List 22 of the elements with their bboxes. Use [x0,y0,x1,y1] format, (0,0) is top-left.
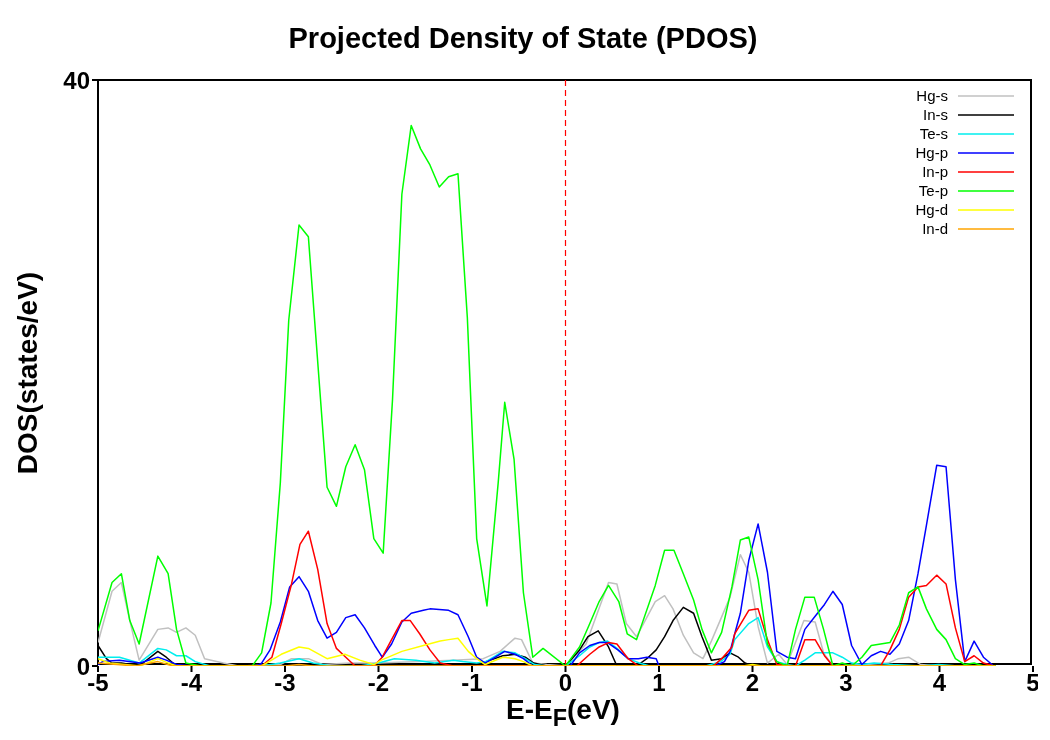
x-tick-label: 1 [652,669,666,697]
legend-label: Hg-d [915,201,948,218]
y-tick-label: 40 [63,66,90,94]
x-tick-label: -1 [461,669,483,697]
x-tick-label: -4 [180,669,203,697]
x-axis-title: E-E$_{F}$(eV) [506,694,620,731]
legend-label: In-s [922,106,948,123]
x-tick-label: 3 [839,669,853,697]
legend-label: Te-s [919,125,948,142]
chart-title: Projected Density of State (PDOS) [287,21,759,56]
legend-label: In-p [922,163,948,180]
legend-label: Hg-s [916,87,948,104]
x-tick-label: 4 [932,669,947,697]
x-tick-label: 2 [745,669,760,697]
y-axis-title: DOS(states/eV) [12,271,44,475]
legend-label: In-d [922,220,948,237]
x-tick-label: -3 [274,669,296,697]
x-tick-label: -2 [367,669,390,697]
legend-label: Te-p [918,182,948,199]
x-tick-label: 0 [558,669,573,697]
legend-label: Hg-p [915,144,948,161]
line-series [98,464,995,666]
